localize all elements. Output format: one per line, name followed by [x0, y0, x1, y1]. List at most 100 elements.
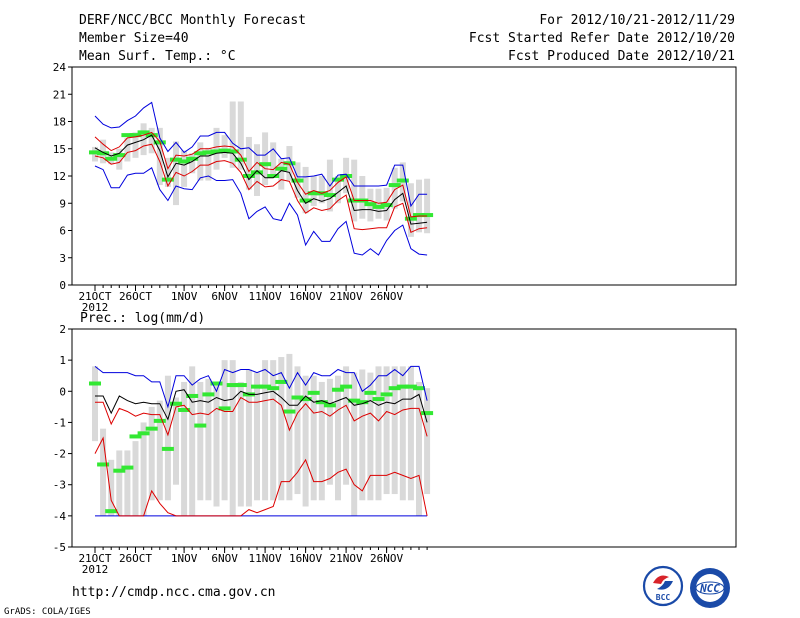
temp-median-mark: [194, 151, 207, 156]
source-url[interactable]: http://cmdp.ncc.cma.gov.cn: [72, 585, 276, 600]
temp-p10-line: [94, 143, 428, 233]
temp-box: [302, 166, 309, 214]
prec-box: [407, 366, 414, 501]
temp-xtick-label: 6NOV: [211, 290, 238, 303]
temp-median-mark: [421, 213, 434, 218]
prec-xtick-label: 16NOV: [289, 552, 322, 565]
temp-median-mark: [307, 191, 320, 196]
prec-box: [318, 381, 325, 501]
prec-xtick-label: 26OCT: [119, 552, 152, 565]
prec-max-line: [94, 365, 428, 409]
temp-max-line: [94, 101, 428, 208]
temp-median-mark: [388, 183, 401, 188]
prec-box: [164, 375, 171, 501]
prec-box: [375, 366, 382, 501]
prec-median-mark: [332, 387, 344, 392]
temp-ytick-label: 6: [59, 225, 66, 238]
ncc-logo-globe: [695, 581, 725, 595]
prec-box: [181, 381, 188, 516]
prec-box: [302, 375, 309, 507]
prec-xtick-label: 26NOV: [370, 552, 403, 565]
prec-median-mark: [283, 409, 296, 414]
forecast-period: For 2012/10/21-2012/11/29: [539, 13, 735, 28]
temp-xtick-label: 16NOV: [289, 290, 322, 303]
temp-median-mark: [396, 178, 409, 183]
prec-xtick-label: 1NOV: [171, 552, 198, 565]
prec-box: [156, 400, 163, 501]
prec-box: [116, 450, 123, 516]
temp-median-mark: [259, 162, 272, 167]
ncc-logo-text: NCC: [699, 582, 720, 595]
temp-median-mark: [380, 203, 393, 208]
prec-xtick-label: 6NOV: [211, 552, 238, 565]
grads-credit: GrADS: COLA/IGES: [4, 607, 91, 617]
bcc-logo-swirl-blue: [657, 581, 673, 590]
prec-box: [367, 372, 374, 501]
temp-median-mark: [178, 159, 191, 164]
temp-box: [335, 176, 341, 204]
temp-median-mark: [97, 151, 110, 156]
prec-median-mark: [291, 395, 304, 400]
prec-box: [254, 372, 260, 501]
temp-median-mark: [340, 174, 353, 178]
prec-box: [326, 378, 333, 485]
temp-median-mark: [170, 157, 182, 162]
prec-box: [148, 406, 155, 501]
temp-box: [156, 127, 163, 186]
temp-ytick-label: 3: [59, 252, 66, 265]
prec-xtick-sublabel: 2012: [82, 563, 109, 576]
prec-median-mark: [210, 381, 223, 386]
prec-box: [213, 381, 220, 507]
prec-ytick-label: -2: [53, 448, 66, 461]
prec-median-mark: [404, 384, 417, 389]
prec-median-mark: [267, 386, 280, 391]
temp-box: [270, 142, 277, 176]
temp-xtick-label: 11NOV: [249, 290, 282, 303]
temp-p90-line: [94, 131, 428, 218]
prec-box: [221, 360, 228, 501]
prec-median-mark: [137, 431, 150, 436]
temp-median-mark: [364, 202, 377, 207]
temp-median-mark: [186, 156, 199, 161]
temp-box: [318, 176, 325, 204]
prec-p90-line: [95, 396, 428, 437]
prec-median-mark: [388, 386, 401, 391]
temp-median-mark: [105, 156, 118, 161]
prec-p10-line: [94, 436, 428, 517]
variable-label: Mean Surf. Temp.: °C: [79, 49, 236, 64]
prec-ytick-label: 0: [59, 385, 66, 398]
prec-box: [140, 422, 147, 516]
prec-xtick-label: 11NOV: [249, 552, 282, 565]
temp-median-mark: [113, 153, 126, 158]
temp-ytick-label: 21: [53, 88, 66, 101]
prec-ytick-label: 1: [59, 354, 66, 367]
temp-box: [245, 136, 252, 190]
temp-box: [237, 101, 244, 170]
prec-box: [92, 366, 98, 442]
prec-box: [237, 381, 244, 507]
prec-median-mark: [421, 411, 434, 416]
prec-median-mark: [153, 418, 166, 423]
prec-box: [124, 450, 131, 516]
temp-min-line: [94, 165, 428, 256]
temp-ytick-label: 12: [53, 170, 66, 183]
prec-ytick-label: -1: [53, 416, 66, 429]
temp-median-mark: [121, 133, 134, 138]
prec-box: [351, 372, 358, 516]
prec-box: [383, 366, 390, 495]
prec-box: [343, 366, 350, 485]
prec-frame: [71, 328, 737, 548]
prec-box: [416, 381, 422, 516]
prec-median-mark: [348, 398, 361, 403]
temp-ytick-label: 15: [53, 143, 66, 156]
bcc-logo: BCC: [642, 565, 684, 607]
temp-median-mark: [404, 216, 417, 221]
temp-box: [132, 132, 139, 158]
bcc-logo-swirl-red: [653, 575, 669, 584]
prec-median-mark: [307, 390, 320, 395]
prec-box: [286, 353, 293, 501]
prec-median-mark: [226, 383, 239, 388]
prec-median-mark: [121, 465, 134, 470]
prec-box: [245, 369, 252, 507]
